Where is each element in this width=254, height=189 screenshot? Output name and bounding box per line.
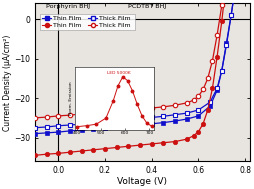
X-axis label: Voltage (V): Voltage (V) (117, 177, 167, 186)
Legend: Thin Film, Thin Film , Thick Film, Thick Film : Thin Film, Thin Film , Thick Film, Thick… (40, 14, 134, 30)
Text: Porphyrin BHJ: Porphyrin BHJ (46, 4, 90, 9)
Text: PCDTBT BHJ: PCDTBT BHJ (127, 4, 165, 9)
Y-axis label: Current Density (μA/cm²): Current Density (μA/cm²) (4, 34, 12, 131)
